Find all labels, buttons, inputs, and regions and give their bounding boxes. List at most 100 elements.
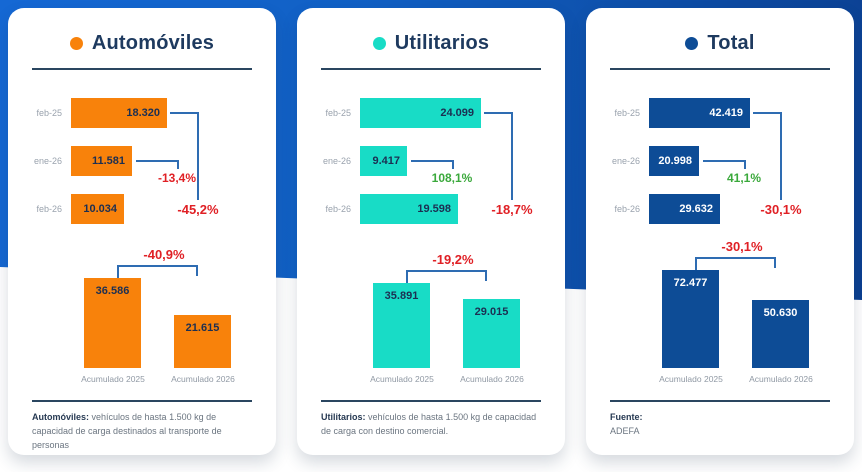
bracket-left-tick <box>406 270 408 283</box>
blue-legend-dot-icon <box>685 36 699 50</box>
cumulative-change-label: -19,2% <box>432 252 474 267</box>
bracket-right-tick <box>485 270 487 281</box>
footnote-term: Fuente: <box>610 412 643 422</box>
footnote-text: ADEFA <box>610 425 640 436</box>
yoy-connector-line <box>170 112 197 114</box>
row-label-feb26: feb-26 <box>614 204 640 214</box>
bracket-right-tick <box>774 257 776 268</box>
yoy-connector-line <box>753 112 780 114</box>
footer-divider <box>610 400 830 402</box>
footnote: Automóviles: vehículos de hasta 1.500 kg… <box>32 411 252 453</box>
footnote-text: vehículos de hasta 1.500 kg de capacidad… <box>32 412 222 450</box>
bar-acumulado-2025: 36.586 <box>84 278 141 368</box>
panels-container: Automóviles feb-25 18.320 ene-26 11.581 … <box>8 8 854 455</box>
footer-divider <box>32 400 252 402</box>
row-label-feb26: feb-26 <box>325 204 351 214</box>
category-label: Acumulado 2026 <box>460 374 524 384</box>
bar-value: 42.419 <box>709 107 743 119</box>
bar-acumulado-2026: 50.630 <box>752 300 809 368</box>
panel-total: Total feb-25 42.419 ene-26 20.998 feb-26… <box>586 8 854 455</box>
mom-connector-line <box>411 160 452 162</box>
monthly-bar-chart: feb-25 24.099 ene-26 9.417 feb-26 19.598… <box>303 98 559 232</box>
category-label: Acumulado 2025 <box>81 374 145 384</box>
bar-value: 11.581 <box>91 155 125 167</box>
category-label: Acumulado 2026 <box>171 374 235 384</box>
row-label-feb25: feb-25 <box>614 108 640 118</box>
footnote-text: vehículos de hasta 1.500 kg de capacidad… <box>321 412 537 436</box>
bar-value: 20.998 <box>658 155 692 167</box>
bar-feb26: 10.034 <box>71 194 124 224</box>
bar-acumulado-2026: 21.615 <box>174 315 231 368</box>
cumulative-change-label: -40,9% <box>143 247 185 262</box>
footnote-term: Utilitarios: <box>321 412 366 422</box>
bar-ene26: 20.998 <box>649 146 699 176</box>
bar-value: 10.034 <box>83 203 117 215</box>
mom-connector-tick <box>177 160 179 169</box>
cumulative-bar-chart: -40,9% 36.586 21.615 Acumulado 2025 Acum… <box>14 238 270 390</box>
bar-value: 24.099 <box>440 107 474 119</box>
category-label: Acumulado 2025 <box>370 374 434 384</box>
bar-value: 29.632 <box>679 203 713 215</box>
bar-value: 29.015 <box>474 306 509 318</box>
bar-acumulado-2025: 72.477 <box>662 270 719 368</box>
bar-acumulado-2026: 29.015 <box>463 299 520 368</box>
mom-change-label: -13,4% <box>157 171 197 185</box>
bar-value: 19.598 <box>417 203 451 215</box>
monthly-bar-chart: feb-25 18.320 ene-26 11.581 feb-26 10.03… <box>14 98 270 232</box>
yoy-change-label: -18,7% <box>491 202 533 217</box>
bar-feb26: 19.598 <box>360 194 458 224</box>
bar-feb25: 24.099 <box>360 98 481 128</box>
mom-connector-line <box>703 160 744 162</box>
bar-ene26: 11.581 <box>71 146 132 176</box>
bracket-line <box>406 270 487 272</box>
bar-value: 18.320 <box>126 107 160 119</box>
orange-legend-dot-icon <box>69 36 83 50</box>
panel-automoviles: Automóviles feb-25 18.320 ene-26 11.581 … <box>8 8 276 455</box>
title-underline <box>321 68 541 70</box>
row-label-ene26: ene-26 <box>33 156 62 166</box>
row-label-ene26: ene-26 <box>611 156 640 166</box>
bar-value: 50.630 <box>763 307 798 319</box>
mom-change-label: 41,1% <box>726 171 762 185</box>
yoy-connector-line <box>484 112 511 114</box>
cumulative-bar-chart: -30,1% 72.477 50.630 Acumulado 2025 Acum… <box>592 238 848 390</box>
footer-divider <box>321 400 541 402</box>
title-underline <box>610 68 830 70</box>
bar-value: 72.477 <box>673 277 708 289</box>
cumulative-change-label: -30,1% <box>721 239 763 254</box>
mom-connector-tick <box>452 160 454 169</box>
footnote-term: Automóviles: <box>32 412 90 422</box>
mom-connector-line <box>136 160 177 162</box>
bar-feb26: 29.632 <box>649 194 720 224</box>
footnote: Utilitarios: vehículos de hasta 1.500 kg… <box>321 411 541 439</box>
bar-ene26: 9.417 <box>360 146 407 176</box>
row-label-feb26: feb-26 <box>36 204 62 214</box>
panel-utilitarios: Utilitarios feb-25 24.099 ene-26 9.417 f… <box>297 8 565 455</box>
category-label: Acumulado 2026 <box>749 374 813 384</box>
yoy-connector-line <box>197 112 199 200</box>
bracket-left-tick <box>695 257 697 270</box>
bar-feb25: 42.419 <box>649 98 750 128</box>
bar-feb25: 18.320 <box>71 98 167 128</box>
bracket-right-tick <box>196 265 198 276</box>
panel-header: Automóviles <box>8 8 276 56</box>
bracket-line <box>695 257 776 259</box>
yoy-change-label: -30,1% <box>760 202 802 217</box>
panel-title: Automóviles <box>91 31 215 54</box>
panel-header: Utilitarios <box>297 8 565 56</box>
bar-value: 36.586 <box>95 285 130 297</box>
panel-header: Total <box>586 8 854 56</box>
cumulative-bar-chart: -19,2% 35.891 29.015 Acumulado 2025 Acum… <box>303 238 559 390</box>
row-label-feb25: feb-25 <box>325 108 351 118</box>
bracket-line <box>117 265 198 267</box>
bar-value: 21.615 <box>185 322 220 334</box>
bar-value: 9.417 <box>372 155 400 167</box>
bracket-left-tick <box>117 265 119 278</box>
panel-title: Utilitarios <box>394 31 490 54</box>
bar-acumulado-2025: 35.891 <box>373 283 430 368</box>
row-label-feb25: feb-25 <box>36 108 62 118</box>
yoy-connector-line <box>780 112 782 200</box>
row-label-ene26: ene-26 <box>322 156 351 166</box>
yoy-connector-line <box>511 112 513 200</box>
source-footnote: Fuente: ADEFA <box>610 411 830 439</box>
